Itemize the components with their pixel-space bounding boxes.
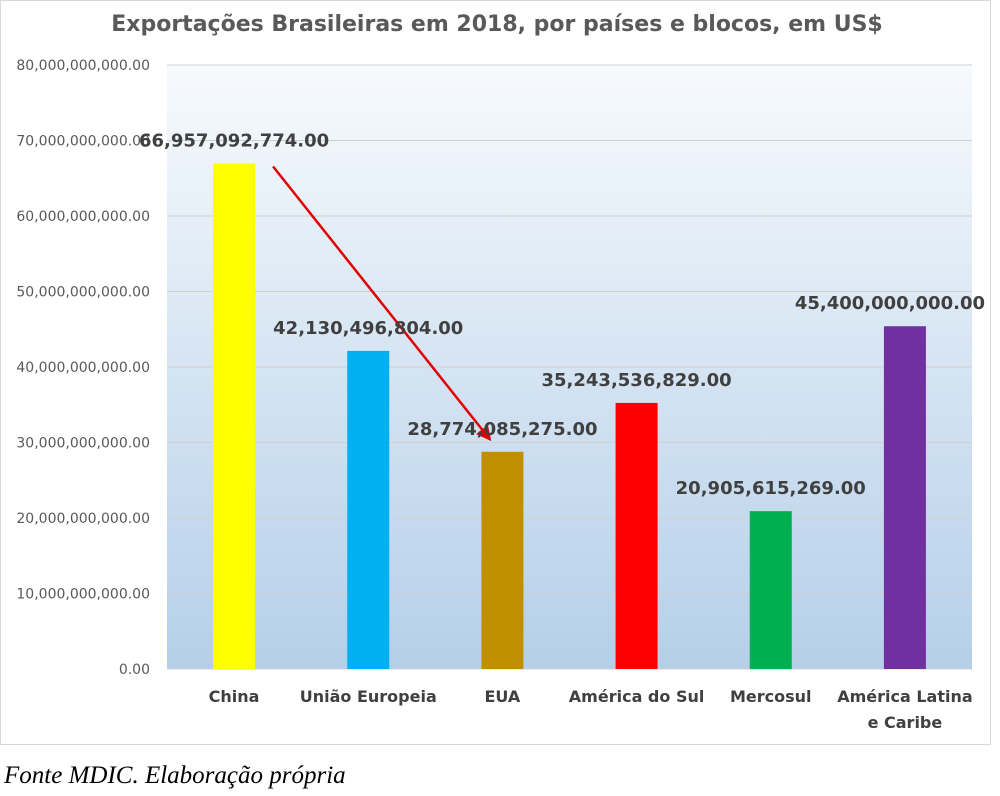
data-label: 20,905,615,269.00 — [676, 478, 866, 499]
chart-title: Exportações Brasileiras em 2018, por paí… — [111, 12, 882, 37]
x-tick-label: EUA — [485, 687, 521, 706]
x-tick-label: América Latina e Caribe — [837, 687, 972, 732]
x-tick-label: China — [209, 687, 260, 706]
data-label: 42,130,496,804.00 — [273, 318, 463, 339]
y-tick-label: 10,000,000,000.00 — [16, 587, 150, 603]
data-label: 35,243,536,829.00 — [541, 370, 731, 391]
data-label: 66,957,092,774.00 — [139, 130, 329, 151]
y-tick-label: 50,000,000,000.00 — [16, 285, 150, 301]
y-tick-label: 20,000,000,000.00 — [16, 511, 150, 527]
x-tick-label: União Europeia — [300, 687, 437, 706]
x-tick-label: Mercosul — [730, 687, 812, 706]
x-tick-label: América do Sul — [569, 687, 705, 706]
data-label: 45,400,000,000.00 — [795, 293, 985, 314]
bar — [481, 451, 524, 669]
y-tick-label: 0.00 — [119, 662, 150, 678]
bar — [213, 163, 256, 670]
y-tick-label: 80,000,000,000.00 — [16, 58, 150, 74]
bar — [615, 402, 658, 669]
bar — [883, 326, 926, 669]
bar-chart: Exportações Brasileiras em 2018, por paí… — [16, 12, 985, 732]
y-tick-label: 60,000,000,000.00 — [16, 209, 150, 225]
bar — [347, 350, 390, 669]
y-tick-label: 70,000,000,000.00 — [16, 134, 150, 150]
source-caption: Fonte MDIC. Elaboração própria — [4, 762, 346, 789]
annotation-arrow — [272, 165, 492, 442]
y-tick-label: 40,000,000,000.00 — [16, 360, 150, 376]
y-tick-label: 30,000,000,000.00 — [16, 436, 150, 452]
data-label: 28,774,085,275.00 — [407, 419, 597, 440]
bar — [749, 511, 792, 669]
